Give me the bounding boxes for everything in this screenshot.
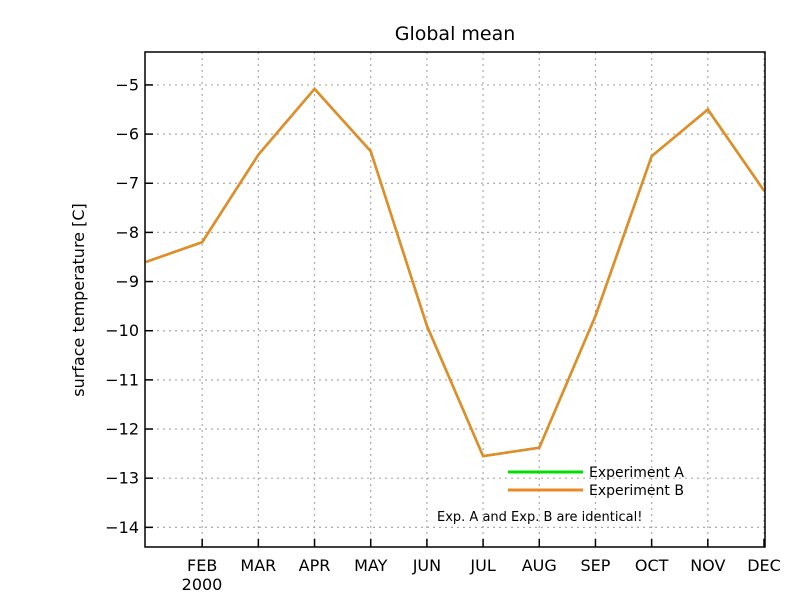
x-tick-label: AUG	[522, 556, 557, 575]
x-tick-label: SEP	[580, 556, 610, 575]
x-tick-label: MAR	[240, 556, 276, 575]
y-axis-label: surface temperature [C]	[69, 203, 88, 397]
y-tick-label: −14	[105, 518, 139, 537]
y-tick-label: −6	[115, 125, 139, 144]
y-ticks: −5 −6 −7 −8 −9 −10 −11 −12 −13 −14	[105, 75, 153, 536]
x-tick-label: OCT	[635, 556, 669, 575]
x-tick-label: APR	[299, 556, 331, 575]
y-tick-label: −13	[105, 469, 139, 488]
series-lines	[146, 89, 764, 456]
x-ticks: FEB MAR APR MAY JUN JUL AUG SEP OCT NOV DEC	[187, 539, 781, 575]
y-tick-label: −10	[105, 321, 139, 340]
legend: Experiment A Experiment B	[508, 465, 684, 499]
x-tick-label: JUN	[412, 556, 441, 575]
x-tick-label: MAY	[354, 556, 388, 575]
y-tick-label: −11	[105, 370, 139, 389]
x-tick-label: FEB	[187, 556, 217, 575]
y-tick-label: −5	[115, 75, 139, 94]
y-tick-label: −8	[115, 223, 139, 242]
annotation: Exp. A and Exp. B are identical!	[437, 510, 642, 525]
chart-title: Global mean	[395, 23, 516, 45]
x-tick-label: NOV	[690, 556, 725, 575]
y-tick-label: −9	[115, 272, 139, 291]
y-tick-label: −12	[105, 420, 139, 439]
x-tick-label: JUL	[469, 556, 495, 575]
series-line-b	[146, 89, 764, 456]
x-tick-label: DEC	[747, 556, 781, 575]
series-line-a	[146, 89, 764, 456]
x-year-label: 2000	[182, 575, 223, 594]
legend-label-b: Experiment B	[589, 483, 684, 499]
y-tick-label: −7	[115, 174, 139, 193]
legend-label-a: Experiment A	[589, 465, 684, 481]
